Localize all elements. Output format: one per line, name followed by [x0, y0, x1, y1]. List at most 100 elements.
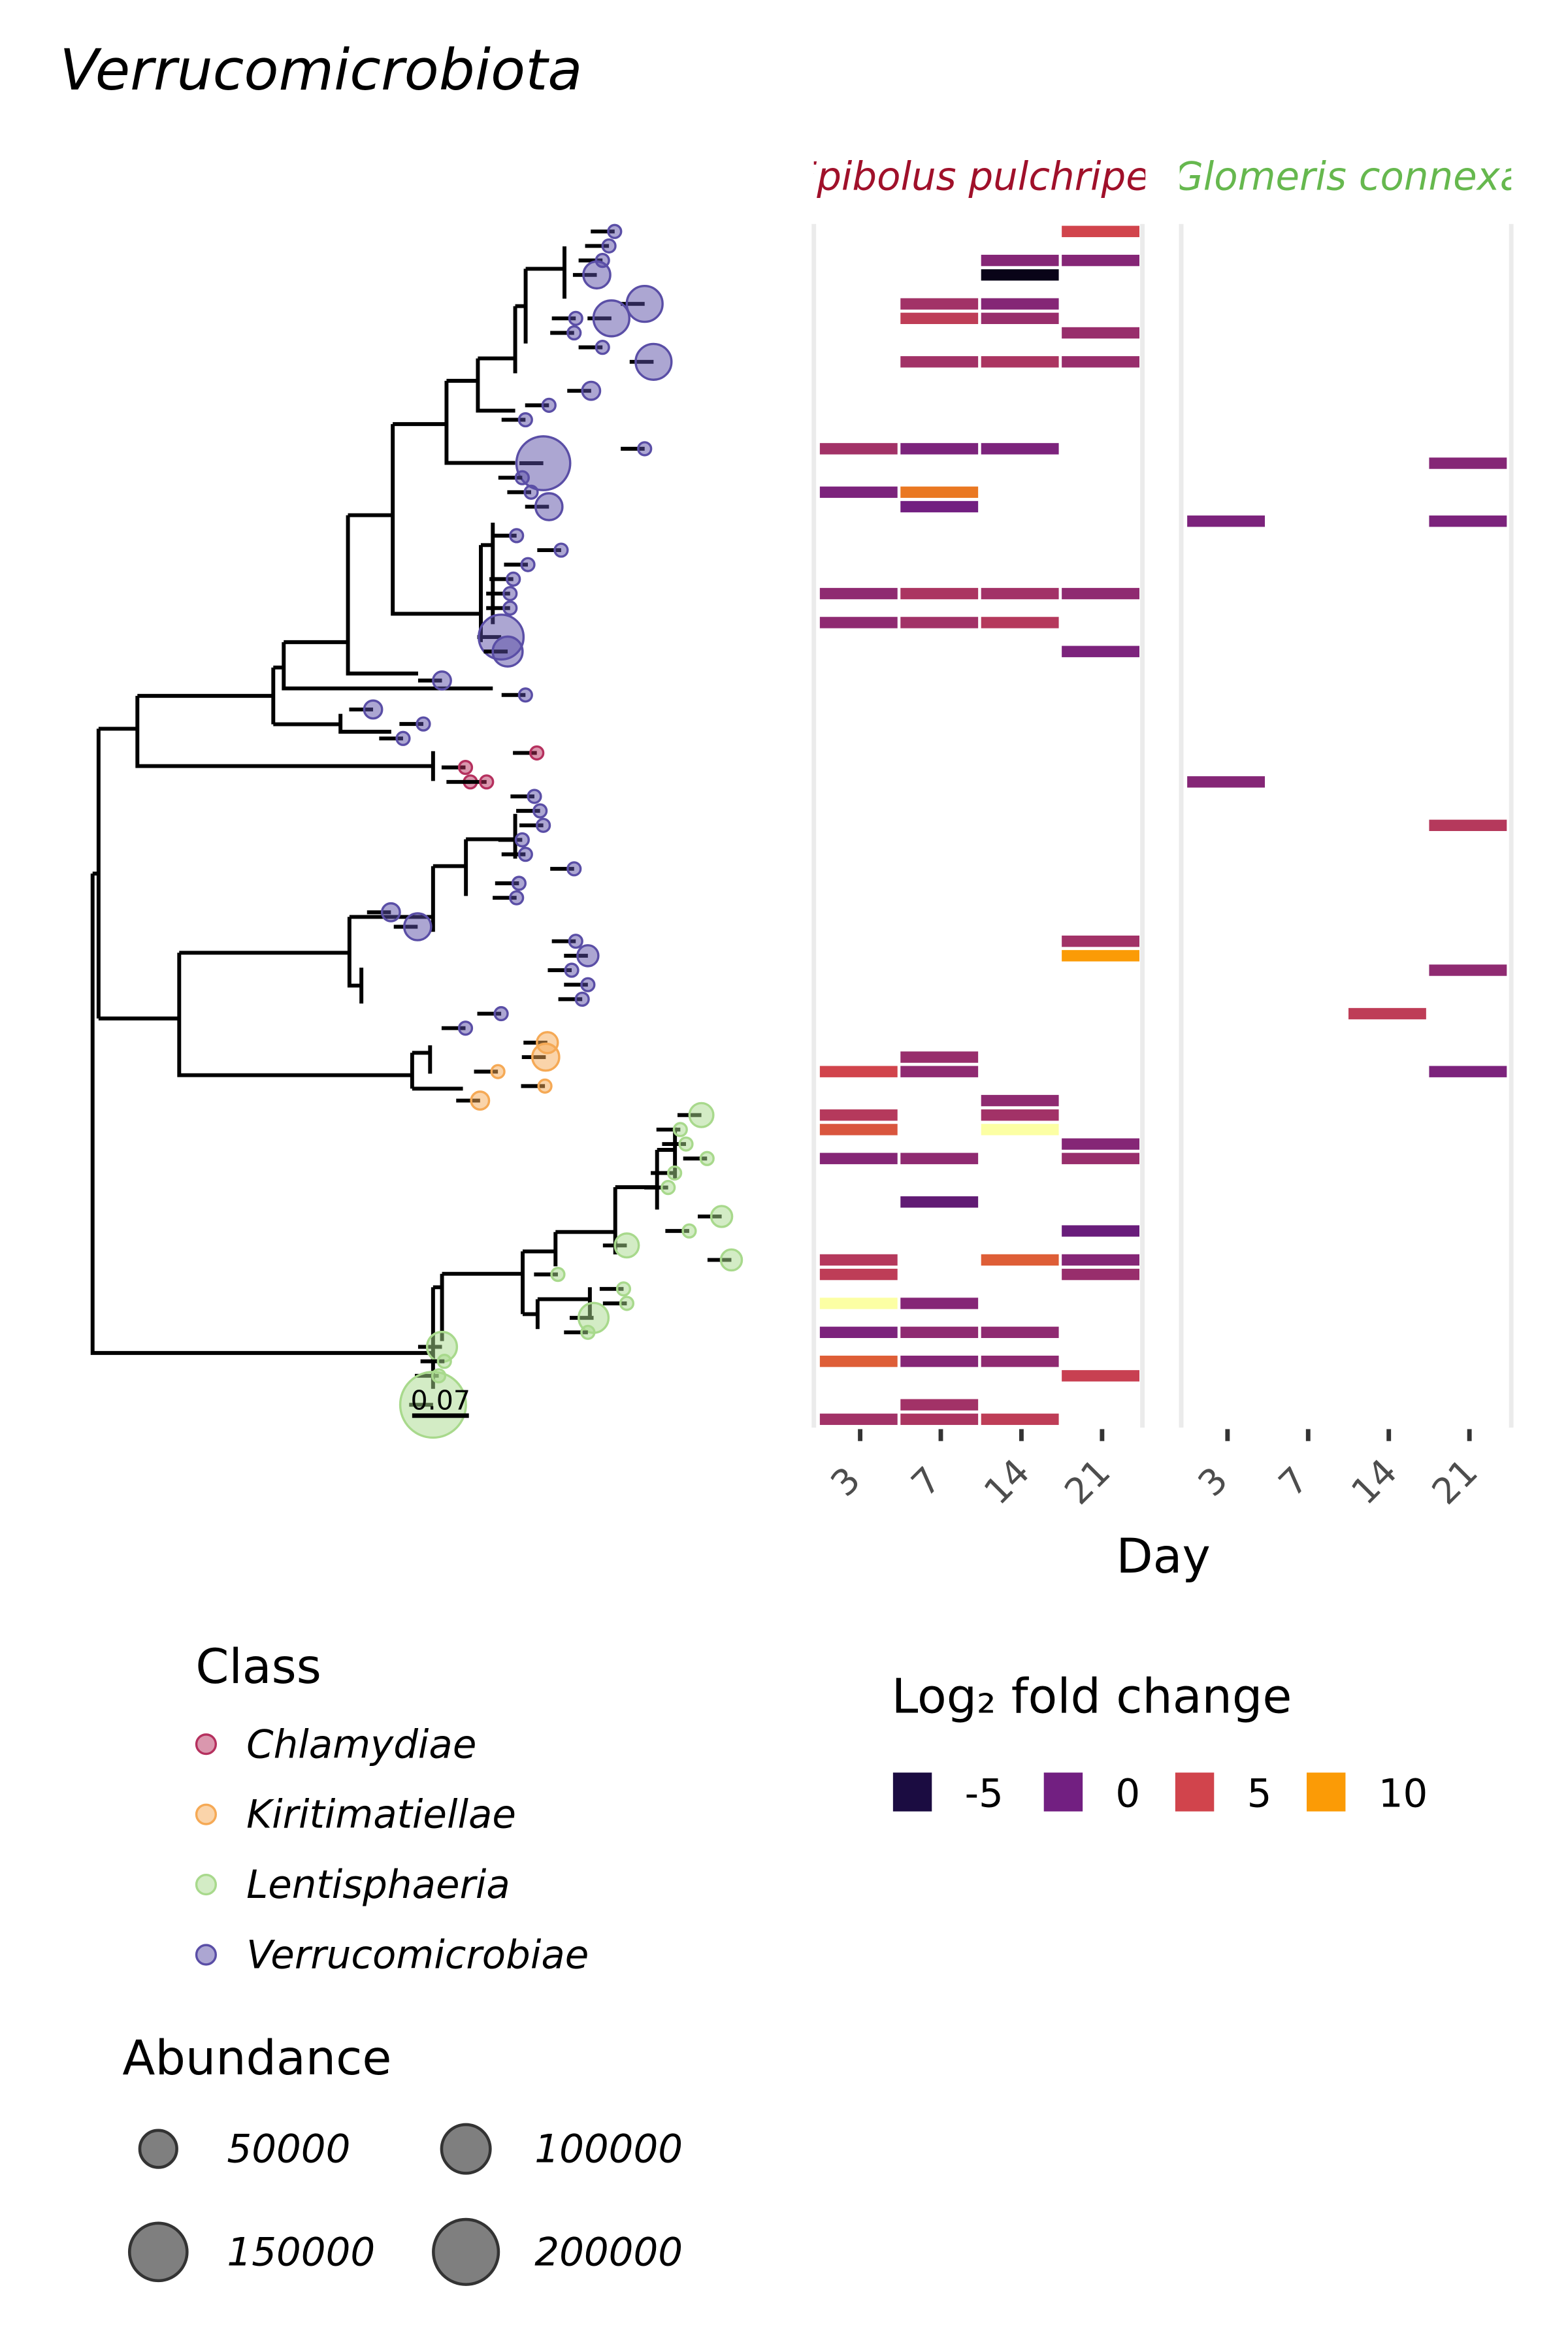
heatmap-cell	[819, 443, 898, 455]
tip-point	[667, 1165, 683, 1181]
tip-point	[566, 325, 582, 341]
heatmap-cell	[900, 1413, 979, 1426]
tip-point	[537, 1078, 553, 1094]
heatmap-cell	[981, 298, 1059, 310]
tip-point	[710, 1205, 734, 1228]
heatmap-cell	[819, 1298, 898, 1309]
heatmap-cell	[819, 1268, 898, 1281]
tip-point	[681, 1223, 697, 1239]
x-tick-label: 21	[1424, 1450, 1486, 1512]
heatmap-cell	[981, 1254, 1059, 1266]
legend-key	[1043, 1772, 1083, 1812]
heatmap-cell	[981, 269, 1059, 281]
x-tick-label: 14	[1343, 1450, 1405, 1512]
heatmap-cell	[819, 486, 898, 498]
tip-point	[380, 902, 401, 923]
heatmap-cell	[1062, 587, 1139, 600]
tip-point	[613, 1232, 640, 1259]
tip-point	[479, 774, 495, 790]
tip-point	[395, 730, 411, 746]
heatmap-cell	[1187, 776, 1265, 788]
heatmap-cell	[1062, 1268, 1139, 1281]
tip-point	[719, 1248, 743, 1272]
tip-point	[553, 542, 569, 558]
legend-title: Abundance	[122, 2031, 391, 2086]
x-tick-label: 3	[823, 1459, 868, 1505]
tip-point	[534, 492, 564, 521]
heatmap-cell	[981, 1413, 1059, 1426]
heatmap-cell	[819, 1355, 898, 1367]
facet-label: Epibolus pulchripes	[792, 154, 1170, 199]
legend-label: 100000	[534, 2127, 683, 2172]
tip-point	[531, 1042, 561, 1072]
tip-point	[580, 977, 596, 992]
x-tick-label: 7	[1271, 1459, 1316, 1505]
heatmap-cell	[1062, 936, 1139, 947]
tip-point	[601, 238, 617, 254]
legend-label: 10	[1379, 1772, 1428, 1817]
tip-point	[523, 484, 539, 500]
heatmap-cell	[1062, 1370, 1139, 1382]
tip-point	[509, 528, 525, 544]
tip-point	[592, 299, 630, 338]
heatmap-cell	[819, 1254, 898, 1266]
heatmap-cell	[900, 443, 979, 455]
legend-label: Chlamydiae	[246, 1722, 476, 1767]
legend-key	[432, 2217, 500, 2286]
tip-point	[520, 557, 536, 572]
heatmap-cell	[900, 617, 979, 629]
tip-point	[615, 1281, 632, 1297]
tip-point	[511, 875, 527, 891]
heatmap-cell	[981, 443, 1059, 455]
tip-point	[436, 1354, 452, 1369]
heatmap-cell	[900, 1298, 979, 1309]
heatmap-cell	[1062, 1254, 1139, 1266]
tip-point	[678, 1136, 694, 1152]
legend-label: Kiritimatiellae	[246, 1793, 516, 1838]
heatmap-cell	[900, 1196, 979, 1208]
tip-point	[580, 1324, 596, 1340]
heatmap-cell	[819, 1124, 898, 1135]
tip-point	[634, 342, 673, 381]
tip-point	[457, 1021, 474, 1036]
heatmap-cell	[1429, 964, 1507, 976]
heatmap-cell	[819, 1066, 898, 1077]
legend-label: 50000	[227, 2127, 350, 2172]
tip-point	[607, 223, 623, 239]
heatmap-cell	[981, 1326, 1059, 1338]
scale-bar-label: 0.07	[410, 1385, 470, 1416]
heatmap-cell	[900, 1355, 979, 1367]
chart-title: Verrucomicrobiota	[59, 37, 582, 103]
heatmap-cell	[1062, 356, 1139, 368]
tip-point	[576, 944, 600, 968]
heatmap-cell	[900, 1051, 979, 1063]
legend-title: Class	[195, 1639, 321, 1695]
legend-label: Verrucomicrobiae	[246, 1933, 589, 1978]
x-axis-title: Day	[1116, 1529, 1210, 1584]
heatmap-cell	[981, 617, 1059, 629]
heatmap-cell	[981, 1109, 1059, 1121]
heatmap-cell	[981, 356, 1059, 368]
tip-point	[574, 991, 590, 1007]
legend-key	[1175, 1772, 1215, 1812]
heatmap-cell	[981, 1124, 1059, 1135]
tip-point	[527, 789, 542, 804]
tip-point	[625, 285, 664, 323]
heatmap-cell	[819, 1152, 898, 1164]
tip-point	[532, 803, 548, 819]
tip-point	[582, 260, 612, 290]
tip-point	[363, 699, 384, 720]
heatmap-cell	[900, 356, 979, 368]
heatmap-cell	[900, 1399, 979, 1411]
tip-point	[490, 1064, 506, 1079]
x-tick-label: 14	[976, 1450, 1038, 1512]
tip-point	[514, 832, 530, 848]
heatmap-cell	[981, 587, 1059, 600]
tip-point	[517, 687, 533, 703]
tip-point	[416, 716, 431, 732]
heatmap-cell	[1062, 254, 1139, 267]
heatmap-cell	[1062, 1138, 1139, 1150]
heatmap-cell	[1062, 225, 1139, 237]
heatmap-cell	[1062, 1225, 1139, 1237]
